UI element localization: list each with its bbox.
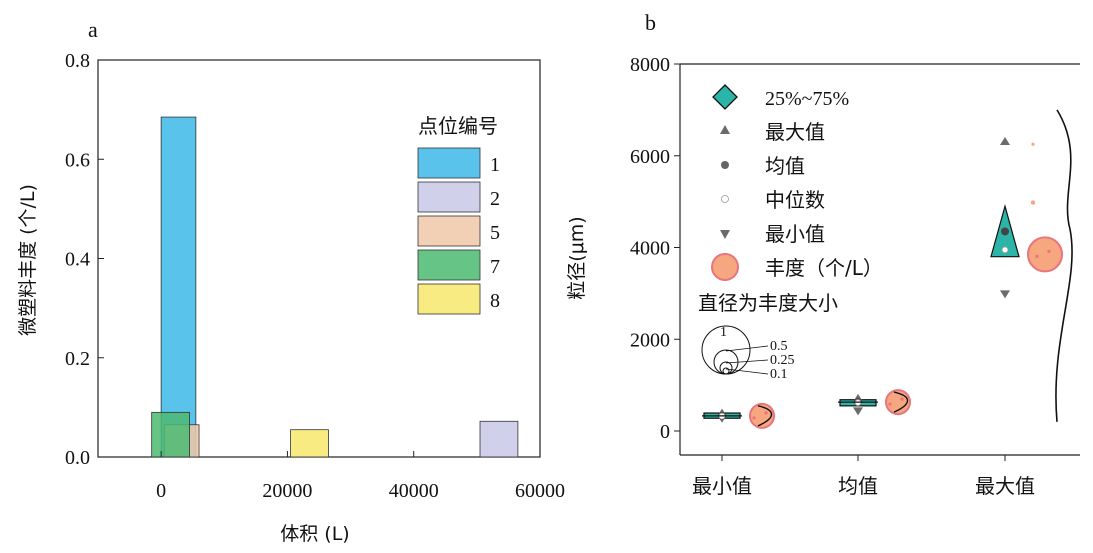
- legend-swatch-8: [417, 283, 481, 315]
- min-marker: [853, 407, 863, 416]
- abundance-dot: [900, 397, 904, 401]
- panel-a-x-axis-title: 体积 (L): [280, 523, 349, 545]
- y-tick-label: 8000: [630, 54, 670, 76]
- x-tick-label: 60000: [515, 480, 565, 502]
- panel-b-x-axis: 最小值 均值 最大值: [692, 455, 1035, 498]
- panel-a-y-axis-title: 微塑料丰度 (个/L): [17, 184, 39, 336]
- group-1: [838, 389, 911, 416]
- size-legend-label: 0.1: [770, 367, 788, 382]
- y-tick-label: 2000: [630, 329, 670, 351]
- y-tick-label: 0.8: [65, 50, 90, 72]
- size-legend-leader: [725, 345, 769, 352]
- panel-a-label: a: [88, 17, 98, 42]
- panel-a-bars: [151, 116, 519, 458]
- legend-marker-max: [720, 125, 730, 134]
- panel-a-legend-title: 点位编号: [418, 114, 498, 138]
- mean-marker: [1001, 227, 1009, 236]
- legend-label-1: 1: [490, 154, 500, 176]
- legend-label: 丰度（个/L）: [765, 256, 883, 280]
- group-2: [990, 109, 1073, 422]
- density-curve: [1055, 109, 1073, 422]
- legend-label: 最大值: [765, 120, 825, 144]
- x-tick-label: 40000: [389, 480, 439, 502]
- legend-label: 中位数: [765, 188, 825, 212]
- size-legend-leader: [725, 359, 769, 364]
- density-curve: [757, 405, 773, 427]
- legend-label: 最小值: [765, 222, 825, 246]
- size-legend-label: 0.25: [770, 353, 795, 368]
- size-legend-circle: [722, 367, 730, 375]
- y-tick-label: 6000: [630, 146, 670, 168]
- panel-a: a 0.0 0.2 0.4 0.6 0.8 0 20000 40000 60000 体积 (L…: [17, 17, 565, 545]
- panel-a-legend: 1 2 5 7 8: [417, 147, 500, 315]
- x-tick-label: 20000: [262, 480, 312, 502]
- bar-1: [160, 116, 197, 458]
- legend-marker-min: [720, 230, 730, 239]
- size-legend-label: 1: [720, 325, 727, 340]
- panel-a-x-axis: 0 20000 40000 60000: [156, 451, 565, 502]
- abundance-dot: [1030, 200, 1036, 205]
- panel-a-y-axis: 0.0 0.2 0.4 0.6 0.8: [65, 50, 104, 469]
- abundance-dot: [752, 416, 756, 420]
- size-legend-leader: [725, 368, 769, 375]
- group-0: [702, 402, 775, 429]
- y-tick-label: 0.0: [65, 447, 90, 469]
- panel-b-marks: [702, 109, 1073, 429]
- legend-swatch-2: [417, 181, 481, 213]
- legend-label-2: 2: [490, 188, 500, 210]
- legend-label-7: 7: [490, 256, 500, 278]
- abundance-bubble: [1027, 236, 1063, 273]
- legend-marker-abundance: [711, 253, 739, 281]
- y-tick-label: 0.4: [65, 249, 90, 271]
- legend-marker-mean: [721, 161, 729, 169]
- legend-size-title: 直径为丰度大小: [698, 291, 838, 315]
- y-tick-label: 0.6: [65, 149, 90, 171]
- legend-marker-iqr: [712, 84, 738, 110]
- bar-7: [151, 411, 190, 458]
- legend-label: 均值: [765, 154, 805, 178]
- legend-swatch-1: [417, 147, 481, 179]
- legend-label: 25%~75%: [765, 88, 849, 110]
- max-marker: [1000, 136, 1010, 145]
- legend-marker-median: [721, 195, 729, 203]
- bar-2: [479, 420, 519, 458]
- x-tick-label: 最小值: [692, 474, 752, 498]
- x-tick-label: 0: [156, 480, 166, 502]
- abundance-dot: [1035, 254, 1039, 258]
- median-marker: [1001, 246, 1009, 254]
- y-tick-label: 0: [660, 421, 670, 443]
- abundance-dot: [1031, 142, 1035, 146]
- panel-b-y-axis: 0 2000 4000 6000 8000: [630, 54, 680, 443]
- y-tick-label: 4000: [630, 238, 670, 260]
- bar-8: [290, 429, 329, 458]
- size-legend-label: 0.5: [770, 339, 788, 354]
- x-tick-label: 最大值: [975, 474, 1035, 498]
- legend-label-5: 5: [490, 222, 500, 244]
- x-tick-label: 均值: [838, 474, 878, 498]
- abundance-dot: [764, 411, 768, 415]
- min-marker: [1000, 290, 1010, 299]
- abundance-dot: [888, 402, 892, 406]
- legend-swatch-5: [417, 215, 481, 247]
- legend-label-8: 8: [490, 290, 500, 312]
- density-curve: [893, 391, 909, 413]
- legend-swatch-7: [417, 249, 481, 281]
- panel-b-label: b: [645, 10, 656, 35]
- y-tick-label: 0.2: [65, 348, 90, 370]
- abundance-dot: [1047, 249, 1051, 253]
- panel-b-y-axis-title: 粒径(μm): [566, 216, 588, 299]
